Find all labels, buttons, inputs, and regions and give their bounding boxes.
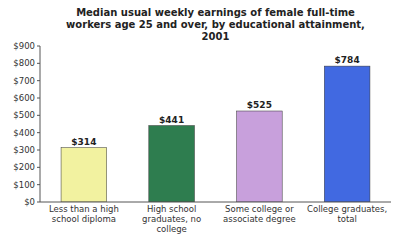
data-label: $784 [335, 55, 360, 65]
y-tick-label: $300 [13, 145, 35, 155]
x-axis-line [40, 202, 391, 203]
x-tick-label-line: High school [147, 204, 197, 214]
x-tick-label-line: school diploma [52, 214, 116, 224]
bar [237, 111, 283, 202]
y-axis: $0 $100 $200 $300 $400 $500 $600 $700 $800 $900 [13, 41, 40, 207]
y-tick-label: $400 [13, 128, 35, 138]
data-label: $525 [247, 100, 272, 110]
x-tick-label: Less than a highschool diploma [49, 204, 119, 224]
x-tick-label: College graduates,total [307, 204, 387, 224]
y-tick-label: $500 [13, 110, 35, 120]
data-label: $314 [71, 137, 96, 147]
y-tick-label: $0 [24, 197, 35, 207]
chart-svg: Median usual weekly earnings of female f… [0, 0, 401, 238]
bar [149, 126, 195, 202]
title: Median usual weekly earnings of female f… [66, 7, 365, 42]
chart-container: Median usual weekly earnings of female f… [0, 0, 401, 238]
title-line: Median usual weekly earnings of female f… [76, 7, 355, 18]
x-axis: Less than a highschool diploma High schoo… [49, 204, 387, 234]
bars [61, 66, 370, 202]
x-tick-label-line: Some college or [225, 204, 294, 214]
title-line: workers age 25 and over, by educational … [66, 19, 365, 30]
x-tick-label-line: associate degree [223, 214, 296, 224]
x-tick-label-line: college [156, 224, 186, 234]
x-tick-label: High schoolgraduates, nocollege [142, 204, 201, 234]
x-tick-label-line: graduates, no [142, 214, 201, 224]
data-labels: $314 $441 $525 $784 [71, 55, 359, 146]
y-tick-label: $700 [13, 76, 35, 86]
x-tick-label-line: Less than a high [49, 204, 119, 214]
x-tick-label-line: College graduates, [307, 204, 387, 214]
x-tick-label: Some college orassociate degree [223, 204, 296, 224]
y-tick-label: $600 [13, 93, 35, 103]
y-axis-line [40, 46, 41, 202]
title-line: 2001 [202, 31, 230, 42]
y-tick-label: $900 [13, 41, 35, 51]
bar [324, 66, 370, 202]
x-tick-label-line: total [337, 214, 356, 224]
data-label: $441 [159, 115, 184, 125]
y-tick-label: $200 [13, 162, 35, 172]
y-tick-label: $800 [13, 58, 35, 68]
bar [61, 148, 107, 202]
y-tick-label: $100 [13, 180, 35, 190]
